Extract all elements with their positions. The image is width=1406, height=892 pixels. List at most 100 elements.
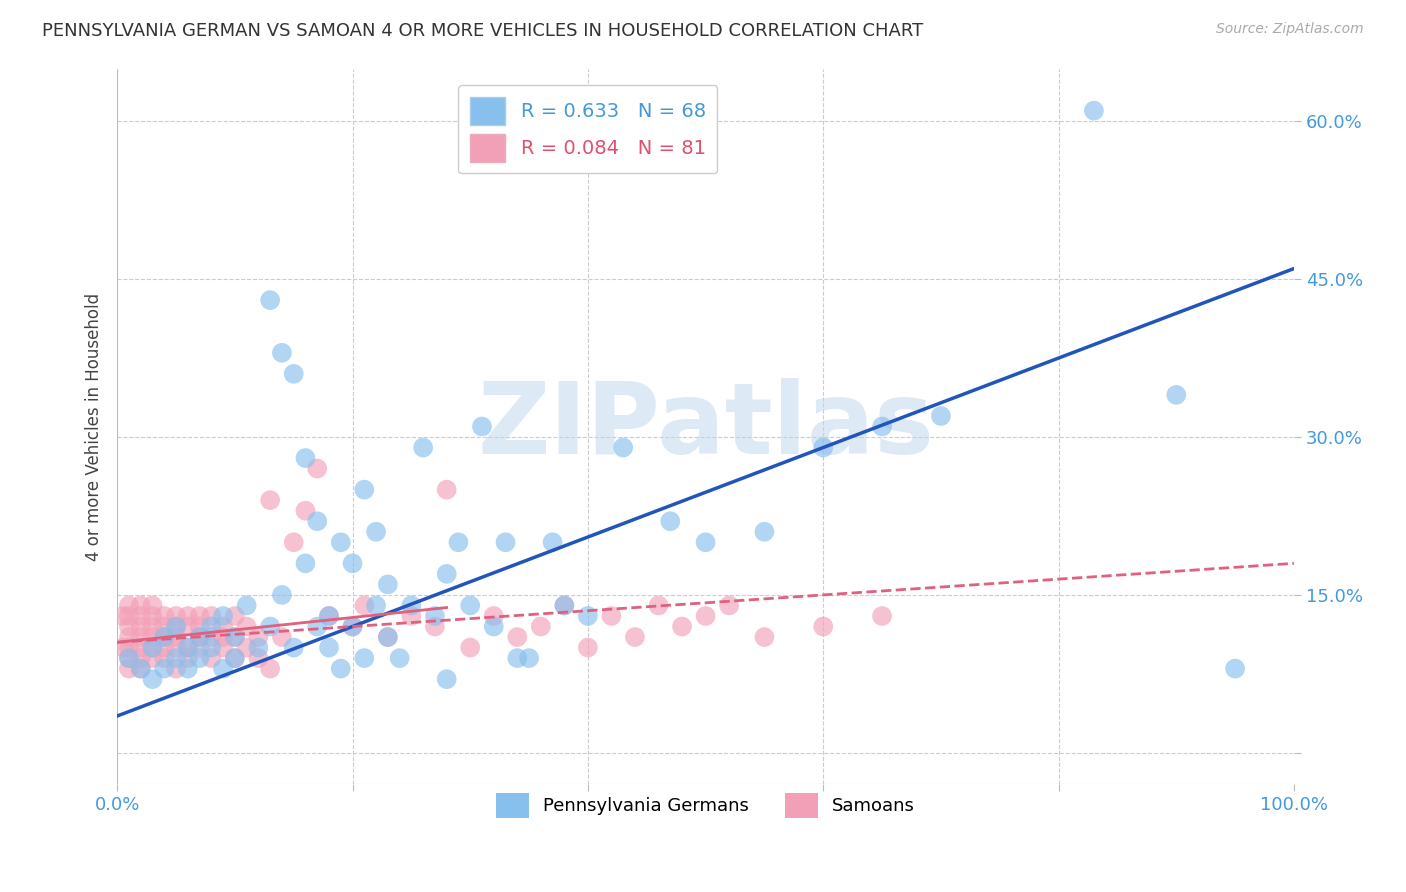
Point	[224, 651, 246, 665]
Point	[436, 483, 458, 497]
Point	[353, 483, 375, 497]
Point	[259, 662, 281, 676]
Point	[153, 630, 176, 644]
Point	[870, 609, 893, 624]
Point	[141, 672, 163, 686]
Point	[506, 651, 529, 665]
Point	[118, 651, 141, 665]
Point	[224, 609, 246, 624]
Point	[447, 535, 470, 549]
Point	[153, 651, 176, 665]
Point	[112, 640, 135, 655]
Point	[200, 609, 222, 624]
Point	[118, 599, 141, 613]
Point	[188, 609, 211, 624]
Point	[259, 293, 281, 307]
Point	[482, 619, 505, 633]
Point	[1083, 103, 1105, 118]
Point	[153, 640, 176, 655]
Point	[118, 630, 141, 644]
Point	[200, 640, 222, 655]
Point	[482, 609, 505, 624]
Point	[118, 662, 141, 676]
Point	[212, 619, 235, 633]
Point	[436, 672, 458, 686]
Point	[870, 419, 893, 434]
Legend: Pennsylvania Germans, Samoans: Pennsylvania Germans, Samoans	[489, 786, 922, 825]
Point	[165, 662, 187, 676]
Point	[813, 441, 835, 455]
Point	[530, 619, 553, 633]
Point	[377, 577, 399, 591]
Point	[553, 599, 575, 613]
Point	[212, 662, 235, 676]
Point	[671, 619, 693, 633]
Text: PENNSYLVANIA GERMAN VS SAMOAN 4 OR MORE VEHICLES IN HOUSEHOLD CORRELATION CHART: PENNSYLVANIA GERMAN VS SAMOAN 4 OR MORE …	[42, 22, 924, 40]
Point	[659, 514, 682, 528]
Point	[517, 651, 540, 665]
Point	[353, 599, 375, 613]
Point	[188, 630, 211, 644]
Y-axis label: 4 or more Vehicles in Household: 4 or more Vehicles in Household	[86, 293, 103, 560]
Point	[141, 619, 163, 633]
Point	[177, 609, 200, 624]
Point	[294, 557, 316, 571]
Point	[153, 662, 176, 676]
Point	[112, 609, 135, 624]
Point	[294, 451, 316, 466]
Point	[165, 640, 187, 655]
Point	[129, 619, 152, 633]
Point	[129, 609, 152, 624]
Point	[458, 640, 481, 655]
Point	[129, 662, 152, 676]
Point	[377, 630, 399, 644]
Point	[624, 630, 647, 644]
Point	[364, 599, 387, 613]
Point	[471, 419, 494, 434]
Point	[188, 651, 211, 665]
Point	[329, 535, 352, 549]
Point	[283, 640, 305, 655]
Text: Source: ZipAtlas.com: Source: ZipAtlas.com	[1216, 22, 1364, 37]
Point	[165, 651, 187, 665]
Point	[718, 599, 741, 613]
Point	[259, 493, 281, 508]
Point	[318, 640, 340, 655]
Point	[353, 651, 375, 665]
Point	[153, 609, 176, 624]
Point	[165, 609, 187, 624]
Point	[307, 461, 329, 475]
Point	[271, 345, 294, 359]
Point	[129, 640, 152, 655]
Point	[188, 640, 211, 655]
Point	[129, 599, 152, 613]
Point	[153, 619, 176, 633]
Point	[436, 566, 458, 581]
Point	[541, 535, 564, 549]
Point	[118, 619, 141, 633]
Point	[329, 662, 352, 676]
Point	[235, 640, 257, 655]
Point	[165, 619, 187, 633]
Point	[1223, 662, 1246, 676]
Point	[141, 599, 163, 613]
Point	[388, 651, 411, 665]
Point	[118, 640, 141, 655]
Point	[129, 651, 152, 665]
Point	[177, 640, 200, 655]
Point	[118, 609, 141, 624]
Point	[141, 651, 163, 665]
Point	[307, 514, 329, 528]
Point	[235, 619, 257, 633]
Point	[423, 609, 446, 624]
Point	[188, 630, 211, 644]
Point	[259, 619, 281, 633]
Point	[576, 609, 599, 624]
Point	[458, 599, 481, 613]
Point	[118, 651, 141, 665]
Point	[423, 619, 446, 633]
Point	[165, 619, 187, 633]
Point	[165, 630, 187, 644]
Point	[307, 619, 329, 633]
Point	[342, 619, 364, 633]
